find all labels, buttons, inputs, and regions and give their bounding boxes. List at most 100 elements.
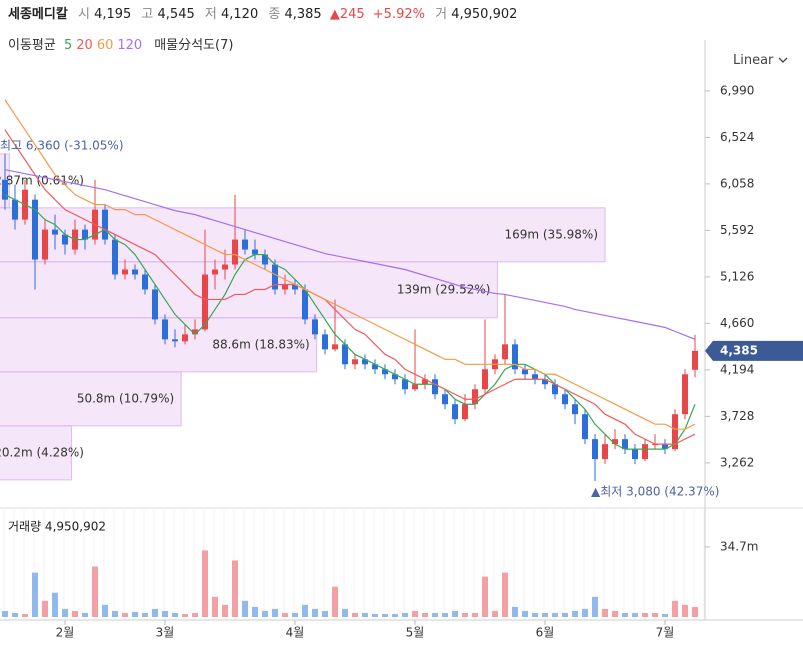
volume-key: 거: [435, 7, 448, 22]
volume-bar: [362, 612, 368, 617]
candle-body: [312, 319, 318, 335]
candle-body: [632, 449, 638, 460]
candle-body: [512, 344, 518, 370]
profile-bar: [0, 371, 182, 427]
candle-body: [442, 394, 448, 405]
candle-body: [242, 239, 248, 250]
candle-body: [462, 404, 468, 420]
candle-body: [162, 319, 168, 340]
candle-body: [12, 199, 18, 220]
y-tick-label: 6,524: [720, 130, 754, 144]
volume-bar: [572, 610, 578, 617]
volume-bar: [332, 586, 338, 617]
high-key: 고: [141, 7, 154, 22]
candle-body: [272, 264, 278, 290]
candle-body: [2, 179, 8, 200]
candle-body: [172, 339, 178, 342]
volume-bar: [202, 550, 208, 617]
x-tick-label: 2월: [56, 626, 75, 640]
candle-body: [112, 239, 118, 275]
volume-bar: [402, 612, 408, 617]
y-tick-label: 6,990: [720, 83, 754, 97]
volume-bar: [192, 612, 198, 617]
x-tick-label: 7월: [656, 626, 675, 640]
profile-label: 20.2m (4.28%): [0, 445, 84, 459]
candle-body: [622, 439, 628, 450]
candle-body: [212, 269, 218, 275]
profile-label: 169m (35.98%): [504, 227, 598, 241]
y-tick-label: 5,126: [720, 269, 754, 283]
volume-bar: [252, 606, 258, 617]
candle-body: [562, 394, 568, 405]
volume-bar: [582, 608, 588, 617]
candle-body: [432, 379, 438, 395]
volume-bar: [412, 610, 418, 617]
profile-label: 139m (29.52%): [397, 282, 491, 296]
volume-bar: [272, 608, 278, 617]
candle-body: [262, 254, 268, 265]
y-tick-label: 5,592: [720, 223, 754, 237]
y-tick-label: 6,058: [720, 176, 754, 190]
candle-body: [452, 404, 458, 420]
scale-selector[interactable]: Linear: [733, 53, 788, 68]
volume-bar: [692, 607, 698, 617]
volume-bar: [212, 596, 218, 617]
volume: 4,950,902: [451, 7, 518, 22]
volume-bar: [152, 608, 158, 617]
volume-bar: [502, 572, 508, 617]
candle-body: [482, 369, 488, 390]
volume-bar: [62, 608, 68, 617]
candle-body: [302, 289, 308, 320]
volume-bar: [562, 612, 568, 617]
volume-bar: [512, 606, 518, 617]
dropdown-icon: [778, 57, 788, 63]
y-tick-label: 4,660: [720, 316, 754, 330]
volume-bar: [482, 576, 488, 617]
profile-label: 50.8m (10.79%): [77, 391, 174, 405]
candle-body: [132, 269, 138, 275]
profile-bar: [0, 425, 72, 481]
profile-title: 매물分석도(7): [154, 38, 234, 53]
volume-bar: [622, 612, 628, 617]
volume-bar: [172, 612, 178, 617]
volume-bar: [392, 613, 398, 617]
scale-label[interactable]: Linear: [733, 53, 774, 68]
low: 4,120: [221, 7, 259, 22]
volume-bar: [42, 600, 48, 617]
moving-average: [4, 169, 696, 340]
moving-average: [4, 99, 696, 430]
moving-average: [4, 129, 696, 445]
volume-bar: [242, 600, 248, 617]
close-key: 종: [268, 7, 281, 22]
volume-bar: [112, 610, 118, 617]
volume-bar: [22, 613, 28, 617]
profile-label: 88.6m (18.83%): [212, 337, 309, 351]
volume-bar: [102, 604, 108, 617]
candle-body: [62, 234, 68, 245]
volume-bar: [122, 612, 128, 617]
volume-bar: [372, 613, 378, 617]
y-tick-label: 4,194: [720, 362, 754, 376]
last-price-label: 4,385: [720, 343, 758, 357]
volume-bar: [522, 610, 528, 617]
volume-bar: [232, 560, 238, 617]
volume-bar: [602, 608, 608, 617]
candle-body: [582, 414, 588, 440]
low-note: ▲최저 3,080 (42.37%): [591, 485, 719, 499]
volume-bar: [322, 610, 328, 617]
profile-bar: [0, 207, 606, 263]
volume-bar: [592, 596, 598, 617]
candle-body: [692, 350, 698, 370]
ma-legend: 20: [76, 38, 93, 53]
candle-body: [502, 344, 508, 360]
candle-body: [472, 389, 478, 405]
close: 4,385: [284, 7, 322, 22]
candle-body: [372, 364, 378, 370]
candle-body: [682, 374, 688, 415]
volume-bar: [632, 612, 638, 617]
moving-average: [4, 194, 696, 450]
volume-bar: [682, 604, 688, 617]
candle-body: [382, 369, 388, 375]
profile-bar: [0, 317, 318, 373]
